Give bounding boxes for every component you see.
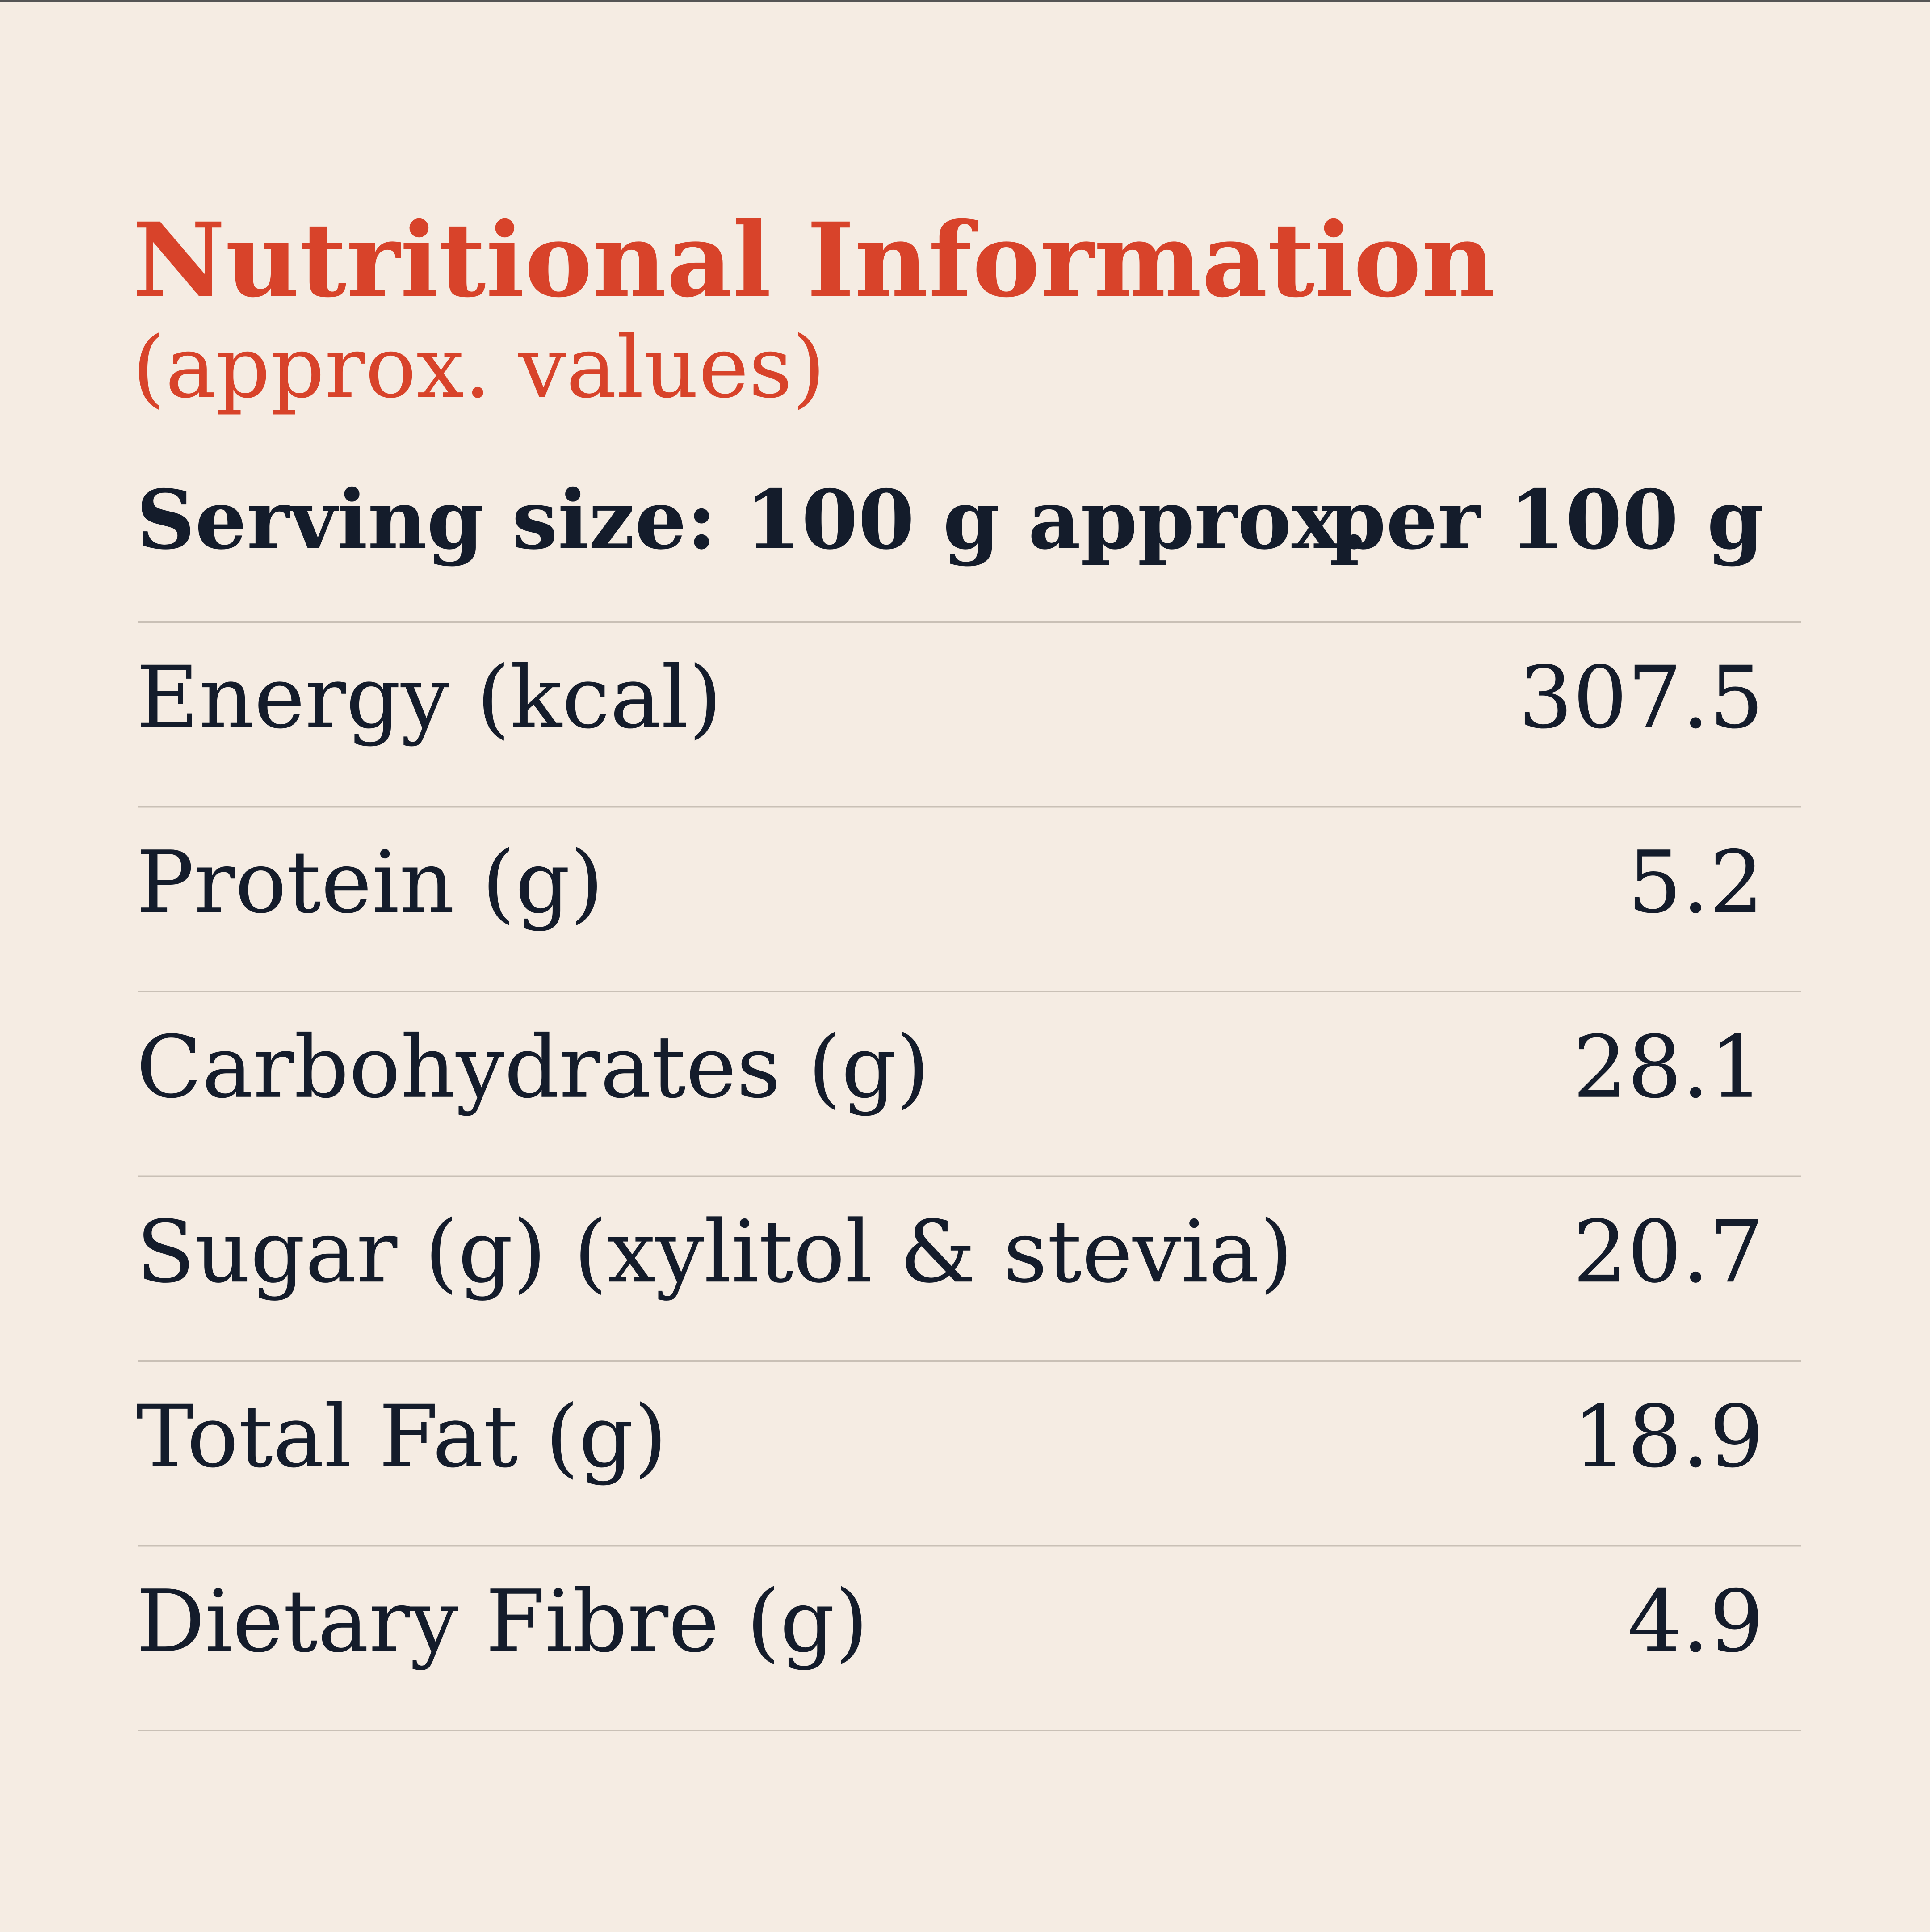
title: Nutritional Information	[132, 200, 1495, 320]
nutrient-label: Protein (g)	[136, 833, 604, 932]
nutrient-value: 20.7	[1573, 1202, 1764, 1302]
nutrient-label: Energy (kcal)	[136, 648, 722, 748]
nutrient-label: Total Fat (g)	[136, 1387, 667, 1487]
nutrient-label: Sugar (g) (xylitol & stevia)	[136, 1202, 1293, 1302]
nutrient-label: Dietary Fibre (g)	[136, 1572, 868, 1672]
nutrient-value: 307.5	[1518, 648, 1764, 748]
nutrient-label: Carbohydrates (g)	[136, 1018, 930, 1117]
per-column-header: per 100 g	[1329, 472, 1764, 567]
nutrient-value: 18.9	[1573, 1387, 1764, 1487]
nutrient-value: 28.1	[1573, 1018, 1764, 1117]
subtitle: (approx. values)	[132, 318, 826, 417]
nutrient-value: 4.9	[1628, 1572, 1764, 1672]
nutrient-value: 5.2	[1628, 833, 1764, 932]
serving-size: Serving size: 100 g approx.	[136, 472, 1368, 567]
